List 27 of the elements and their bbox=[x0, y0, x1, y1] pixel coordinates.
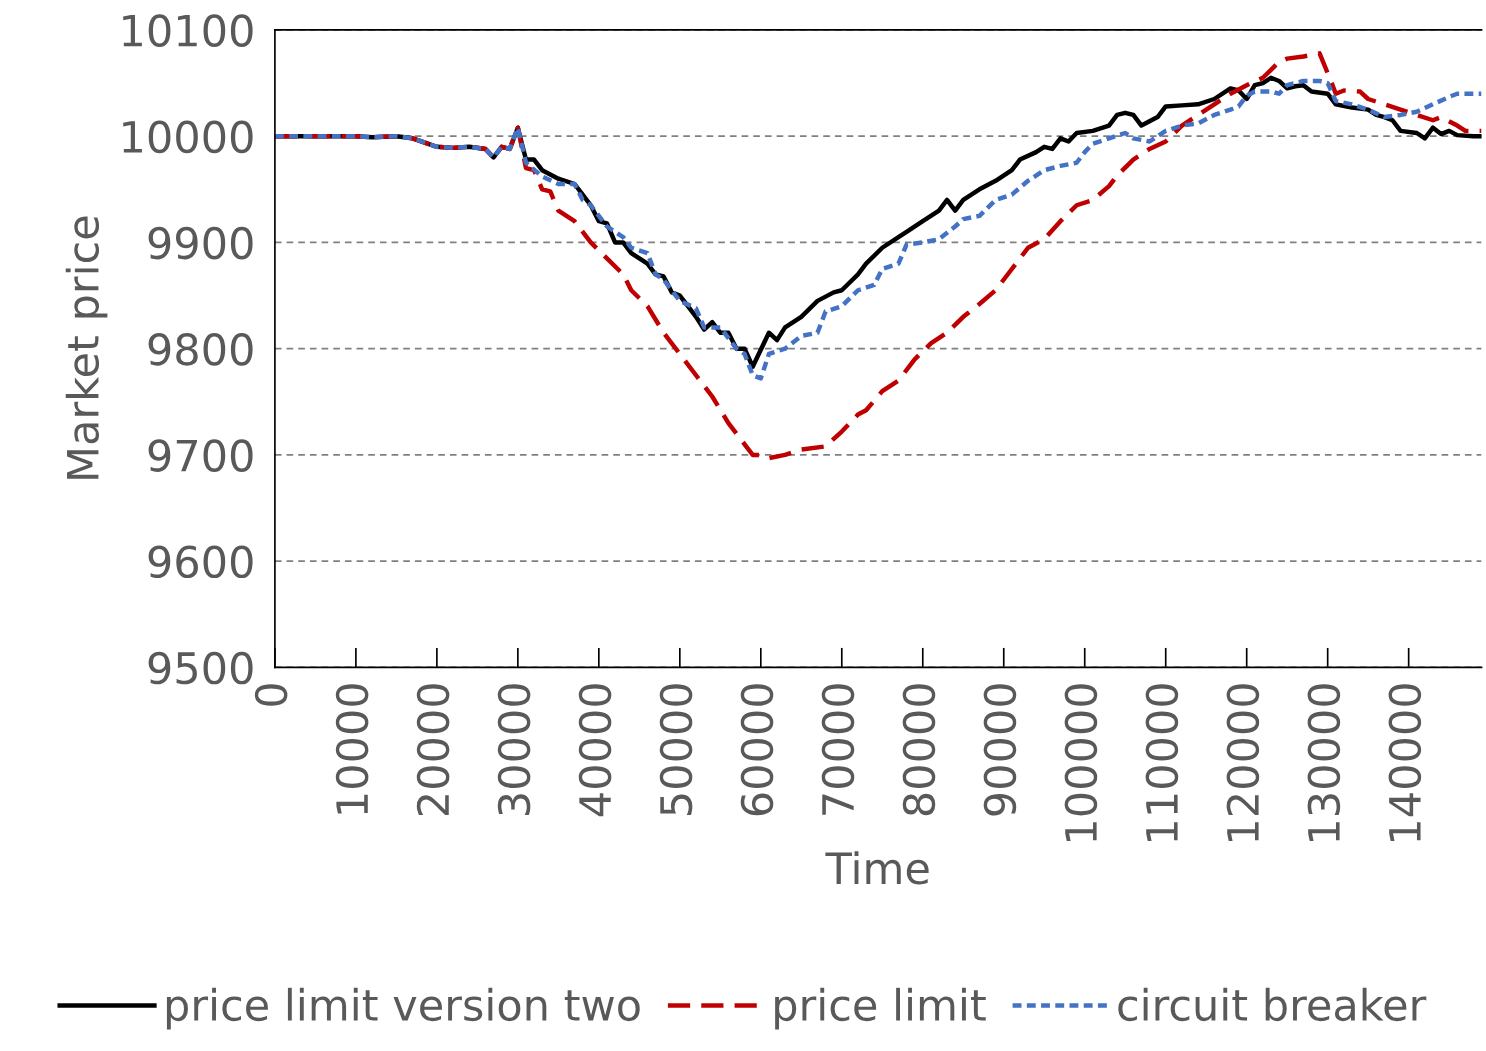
x-tick-label: 110000 bbox=[1145, 684, 1179, 841]
y-tick-label: 9800 bbox=[148, 333, 253, 366]
y-tick-label: 9600 bbox=[148, 545, 253, 579]
y-tick-label: 10000 bbox=[123, 120, 253, 154]
y-tick-label: 9500 bbox=[148, 651, 253, 685]
y-tick-label: 9700 bbox=[148, 439, 253, 472]
x-tick-label: 130000 bbox=[1307, 684, 1341, 841]
x-tick-label: 60000 bbox=[740, 684, 774, 816]
x-tick-label: 0 bbox=[254, 684, 288, 706]
y-tick-label: 9900 bbox=[148, 226, 253, 260]
x-axis-title: Time bbox=[825, 851, 929, 885]
x-tick-label: 30000 bbox=[497, 684, 531, 815]
legend-label: price limit version two bbox=[166, 987, 640, 1030]
x-tick-label: 20000 bbox=[416, 684, 450, 816]
x-tick-label: 40000 bbox=[578, 684, 612, 817]
x-tick-label: 90000 bbox=[983, 684, 1017, 816]
x-tick-label: 70000 bbox=[821, 684, 855, 815]
y-axis-title: Market price bbox=[65, 216, 108, 479]
legend-label: price limit bbox=[775, 987, 986, 1030]
x-tick-label: 10000 bbox=[335, 684, 369, 814]
x-tick-label: 80000 bbox=[902, 684, 936, 816]
legend-label: circuit breaker bbox=[1118, 987, 1427, 1022]
x-tick-label: 120000 bbox=[1226, 684, 1260, 841]
x-tick-label: 50000 bbox=[659, 684, 693, 815]
y-tick-label: 10100 bbox=[123, 14, 253, 47]
x-tick-label: 100000 bbox=[1064, 684, 1098, 841]
x-tick-label: 140000 bbox=[1388, 684, 1422, 841]
